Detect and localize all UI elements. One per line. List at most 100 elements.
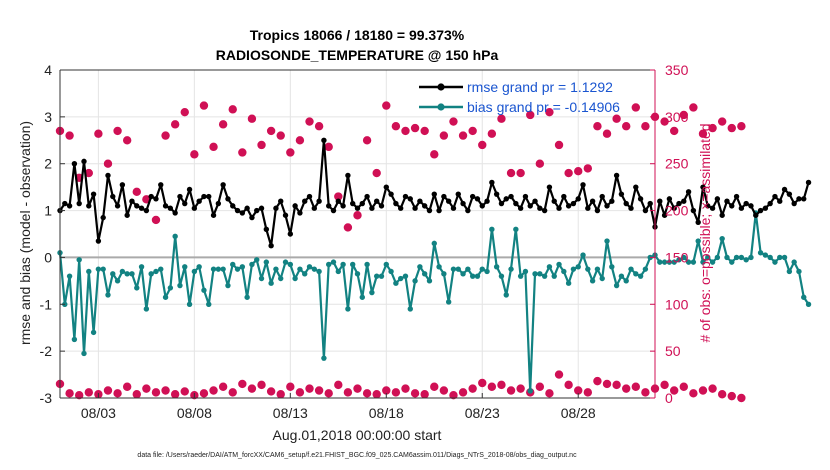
rmse-point	[743, 200, 749, 207]
obs-low-assimilated-marker	[75, 391, 83, 399]
obs-low-assimilated-marker	[517, 385, 525, 393]
bias-point	[561, 268, 567, 275]
rmse-point	[215, 200, 222, 207]
bias-point	[138, 264, 145, 270]
y-right-tick-label: 350	[665, 62, 689, 78]
bias-point	[417, 264, 423, 270]
rmse-point	[561, 193, 567, 200]
bias-point	[143, 306, 150, 312]
y-axis-right-ticks: 0 50 100 150 200 250 300 350	[650, 62, 689, 406]
bias-point	[705, 254, 711, 261]
rmse-point	[613, 172, 620, 179]
obs-low-assimilated-marker	[286, 383, 294, 391]
rmse-point	[690, 207, 697, 214]
chart-title-line2: RADIOSONDE_TEMPERATURE @ 150 hPa	[216, 47, 499, 63]
obs-assimilated-marker	[229, 105, 237, 113]
bias-point	[196, 264, 202, 270]
obs-count-series	[55, 101, 746, 232]
obs-assimilated-marker	[488, 130, 496, 138]
rmse-point	[522, 193, 529, 200]
obs-assimilated-marker	[238, 148, 246, 157]
rmse-point	[661, 212, 668, 218]
obs-low-assimilated-marker	[584, 388, 592, 396]
rmse-point	[796, 196, 802, 202]
obs-assimilated-marker	[526, 111, 534, 119]
bias-point	[724, 254, 730, 261]
bias-point	[316, 268, 322, 275]
obs-low-assimilated-marker	[728, 392, 736, 400]
rmse-point	[311, 205, 318, 211]
bias-point	[177, 282, 183, 289]
bias-point	[162, 294, 169, 300]
rmse-point	[623, 200, 629, 207]
rmse-point	[105, 172, 111, 179]
obs-low-assimilated-marker	[200, 389, 208, 397]
obs-low-assimilated-marker	[277, 390, 285, 398]
bias-point	[489, 226, 495, 233]
x-tick-label: 08/28	[561, 405, 596, 421]
bias-point	[537, 271, 543, 277]
bias-point	[302, 271, 308, 277]
rmse-point	[86, 203, 92, 209]
bias-point	[158, 266, 164, 272]
rmse-point	[369, 205, 375, 211]
bias-point	[666, 259, 673, 265]
bias-point	[460, 271, 466, 277]
obs-low-assimilated-marker	[603, 380, 611, 388]
rmse-point	[402, 193, 409, 200]
rmse-point	[292, 203, 298, 209]
obs-low-assimilated-marker	[373, 390, 381, 398]
bias-point	[311, 266, 318, 272]
y-right-tick-label: 150	[665, 249, 689, 265]
bias-point	[340, 261, 346, 268]
bias-point	[623, 278, 629, 284]
obs-assimilated-marker	[430, 150, 438, 158]
rmse-point	[244, 205, 250, 211]
obs-assimilated-marker	[219, 120, 227, 128]
rmse-point	[580, 182, 586, 188]
obs-assimilated-marker	[113, 127, 122, 135]
y-right-tick-label: 50	[665, 343, 681, 359]
bias-point	[546, 264, 553, 270]
x-axis-label: Aug.01,2018 00:00:00 start	[273, 427, 442, 443]
rmse-point	[119, 182, 126, 188]
rmse-point	[575, 196, 581, 202]
obs-low-assimilated-marker	[430, 383, 438, 391]
obs-low-assimilated-marker	[315, 386, 323, 395]
rmse-point	[316, 198, 322, 204]
bias-point	[709, 259, 716, 265]
bias-point	[479, 266, 485, 272]
bias-point	[671, 259, 677, 265]
obs-assimilated-marker	[421, 127, 429, 135]
bias-point	[733, 254, 740, 261]
obs-count-low-series	[55, 370, 746, 403]
rmse-point	[186, 186, 193, 193]
obs-assimilated-marker	[584, 164, 592, 172]
bias-point	[383, 261, 389, 268]
bias-point	[796, 268, 802, 275]
rmse-point	[302, 198, 308, 204]
x-tick-label: 08/03	[81, 405, 116, 421]
bias-point	[426, 278, 433, 284]
legend-bias-label: bias grand pr = -0.14906	[467, 99, 620, 115]
bias-point	[498, 273, 505, 279]
rmse-point	[268, 243, 274, 249]
obs-low-assimilated-marker	[171, 390, 179, 398]
rmse-point	[134, 203, 140, 209]
rmse-point	[162, 203, 169, 209]
rmse-point	[537, 205, 543, 211]
rmse-point	[489, 179, 495, 186]
bias-point	[388, 268, 394, 275]
bias-point	[215, 266, 222, 272]
bias-point	[230, 261, 236, 268]
rmse-point	[148, 193, 154, 200]
rmse-point	[110, 193, 116, 200]
bias-point	[330, 259, 337, 265]
rmse-point	[709, 205, 716, 211]
obs-assimilated-marker	[190, 150, 198, 158]
obs-low-assimilated-marker	[142, 385, 150, 393]
y-axis-right-label: # of obs: o=possible; ×=assimilated	[697, 123, 713, 342]
rmse-point	[628, 205, 634, 211]
obs-assimilated-marker	[536, 160, 544, 168]
